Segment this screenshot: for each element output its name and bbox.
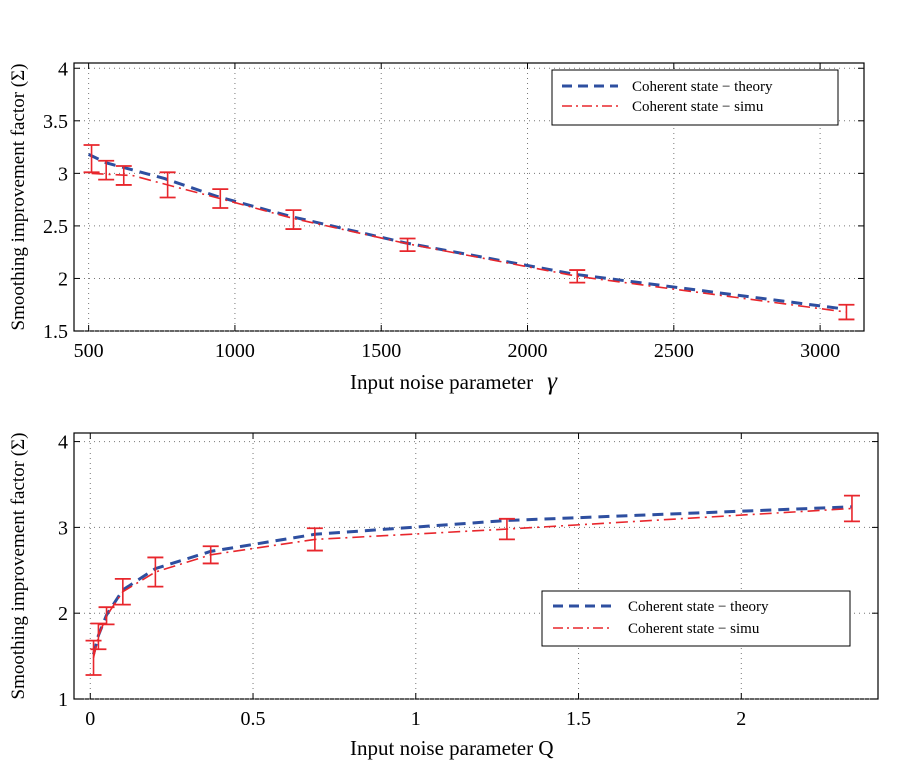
y-tick-label: 2 [58,268,68,290]
legend-box-top [551,69,839,126]
chart-top: 500 1000 1500 2000 2500 3000 1.5 2 2.5 3 3.5 4 Inpu… [8,58,865,395]
error-bar [83,144,100,174]
x-tick-label: 1.5 [566,708,591,730]
x-tick-label: 500 [74,340,104,362]
error-bar [843,494,860,523]
x-tick-label: 0.5 [241,708,266,730]
x-tick-label: 1 [411,708,421,730]
error-bar [98,159,115,181]
y-tick-label: 1.5 [43,321,68,343]
error-bar [147,556,164,588]
x-tick-label: 1000 [215,340,255,362]
y-tick-label: 2 [58,603,68,625]
x-tick-label: 2 [736,708,746,730]
x-tick-label: 2500 [654,340,694,362]
error-bar [159,171,176,199]
y-tick-label: 4 [58,58,68,80]
legend-label-simu-bottom: Coherent state − simu [628,621,760,637]
y-axis-label-top: Smoothing improvement factor (Σ) [8,64,29,331]
series-line-theory-top [87,153,844,311]
legend-box-bottom [541,590,851,647]
y-tick-label: 1 [58,689,68,711]
error-bar [838,303,855,321]
error-bar [498,517,515,541]
series-top [83,144,855,321]
x-axis-label-bottom: Input noise parameter Q [350,736,554,760]
error-bar [399,237,416,253]
error-bar [285,209,302,230]
legend-label-simu-top: Coherent state − simu [632,99,764,115]
x-tick-label: 0 [85,708,95,730]
y-tick-label: 3 [58,517,68,539]
ticks-bottom: 0 0.5 1 1.5 2 1 2 3 4 [58,432,878,730]
x-tick-label: 3000 [800,340,840,362]
legend-label-theory-top: Coherent state − theory [632,79,773,95]
gridlines-top [74,63,864,332]
error-bar [98,606,115,626]
y-tick-label: 3 [58,163,68,185]
ticks-top: 500 1000 1500 2000 2500 3000 1.5 2 2.5 3 3.5 4 [43,58,864,362]
error-bar [202,545,219,565]
error-bar [114,577,131,606]
legend-label-theory-bottom: Coherent state − theory [628,599,769,615]
y-tick-label: 4 [58,432,68,454]
legend-top: Coherent state − theory Coherent state −… [551,69,839,126]
x-tick-label: 2000 [508,340,548,362]
y-tick-label: 2.5 [43,216,68,238]
error-bar [115,165,132,186]
y-tick-label: 3.5 [43,111,68,133]
chart-bottom: 0 0.5 1 1.5 2 1 2 3 4 Input noise parameter Q Sm… [8,432,879,760]
x-axis-label-top: Input noise parameter γ [350,368,558,395]
series-line-simu-bottom [92,507,853,658]
error-bar [306,527,323,552]
y-axis-label-bottom: Smoothing improvement factor (Σ) [8,433,29,700]
error-bar [212,188,229,209]
error-bar [569,269,586,284]
series-bottom [85,494,860,676]
x-tick-label: 1500 [361,340,401,362]
legend-bottom: Coherent state − theory Coherent state −… [541,590,851,647]
plot-area-bottom [73,432,879,700]
